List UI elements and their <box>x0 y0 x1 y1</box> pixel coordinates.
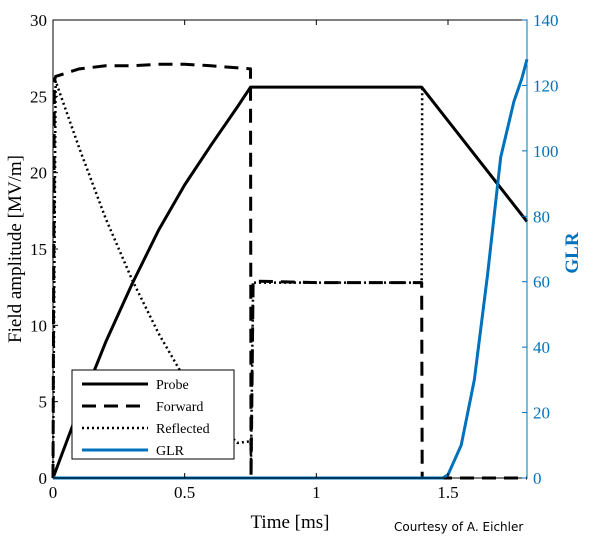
y-right-tick-label: 80 <box>533 207 550 226</box>
series-line-probe <box>51 85 529 479</box>
y-tick-label: 15 <box>30 240 47 259</box>
y-right-tick-label: 40 <box>533 338 550 357</box>
x-axis-title: Time [ms] <box>250 512 329 533</box>
y-tick-label: 25 <box>30 87 47 106</box>
x-tick-label: 1.5 <box>437 483 458 502</box>
y-tick-label: 20 <box>30 164 47 183</box>
y-tick-label: 10 <box>30 316 47 335</box>
x-tick-label: 0 <box>49 483 58 502</box>
y-right-tick-label: 140 <box>533 11 559 30</box>
y-right-tick-label: 120 <box>533 76 559 95</box>
legend-items: Probe Forward Reflected GLR <box>82 378 210 459</box>
y-tick-label: 30 <box>30 11 47 30</box>
y-axis-title: Field amplitude [MV/m] <box>5 155 26 343</box>
y-right-tick-label: 60 <box>533 273 550 292</box>
axis-layer: 0 0.5 1 1.5 0 5 10 15 20 25 30 0 20 40 60 80 100 120 140 <box>30 11 559 502</box>
series-line-forward <box>51 62 527 480</box>
y-right-tick-label: 100 <box>533 142 559 161</box>
legend-label-forward: Forward <box>156 400 203 415</box>
y-right-tick-label: 0 <box>533 469 542 488</box>
legend: Probe Forward Reflected GLR <box>71 369 235 460</box>
series-line-glr <box>53 58 529 480</box>
legend-label-probe: Probe <box>156 378 189 393</box>
legend-label-glr: GLR <box>156 444 185 459</box>
y-tick-label: 5 <box>39 393 48 412</box>
legend-label-reflected: Reflected <box>156 422 210 437</box>
y-right-tick-label: 20 <box>533 404 550 423</box>
y-axis-right-title: GLR <box>562 232 583 273</box>
credit-text: Courtesy of A. Eichler <box>394 520 523 534</box>
x-tick-label: 1 <box>312 483 321 502</box>
x-tick-label: 0.5 <box>174 483 195 502</box>
y-tick-label: 0 <box>39 469 48 488</box>
